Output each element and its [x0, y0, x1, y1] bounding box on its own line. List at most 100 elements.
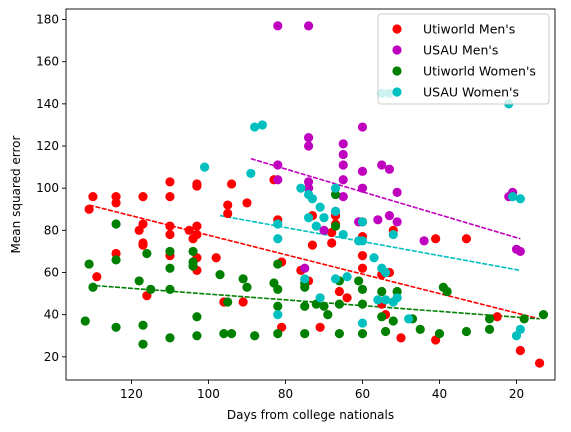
data-point	[211, 253, 221, 263]
data-point	[80, 316, 90, 326]
data-point	[250, 122, 260, 132]
data-point	[388, 316, 398, 326]
legend-marker	[392, 87, 402, 97]
data-point	[315, 322, 325, 332]
data-point	[111, 255, 121, 265]
data-point	[392, 187, 402, 197]
data-point	[138, 219, 148, 229]
data-point	[92, 272, 102, 282]
data-point	[303, 213, 314, 223]
legend-label: Utiworld Women's	[423, 64, 536, 79]
data-point	[238, 297, 248, 307]
data-point	[508, 192, 518, 202]
data-point	[357, 122, 368, 132]
axis-ticks: 120 100 80 60 40 20 20 40 60 80 100 120 140 160 180	[36, 13, 524, 401]
legend-label: USAU Men's	[423, 43, 498, 58]
data-point	[434, 329, 445, 339]
x-tick-label: 40	[432, 387, 447, 401]
data-point	[342, 272, 352, 282]
data-point	[311, 221, 321, 231]
data-point	[338, 160, 348, 170]
data-point	[226, 179, 237, 189]
data-point	[515, 246, 525, 257]
data-point	[273, 259, 283, 269]
y-tick-label: 140	[36, 97, 59, 111]
data-point	[273, 175, 283, 185]
data-point	[273, 160, 283, 170]
data-point	[380, 326, 391, 337]
legend-box	[377, 13, 550, 105]
data-point	[192, 179, 202, 189]
trend-line-3	[219, 214, 521, 272]
y-tick-label: 100	[36, 181, 59, 195]
data-point	[415, 324, 425, 335]
data-point	[519, 314, 529, 324]
data-point	[296, 183, 306, 193]
data-point	[373, 295, 383, 305]
data-point	[242, 198, 252, 208]
trend-line-1	[250, 157, 521, 240]
data-point	[257, 120, 267, 130]
data-point	[165, 177, 175, 187]
data-point	[184, 225, 194, 235]
data-point	[392, 286, 402, 297]
data-point	[165, 263, 175, 273]
trend-line-0	[88, 204, 540, 320]
data-point	[384, 164, 395, 174]
data-point	[330, 221, 341, 231]
x-tick-label: 60	[355, 387, 370, 401]
data-point	[330, 206, 341, 216]
legend-marker	[392, 66, 402, 76]
y-tick-label: 120	[36, 139, 59, 153]
data-point	[273, 219, 283, 229]
data-point	[373, 215, 383, 225]
data-point	[165, 192, 175, 202]
data-point	[338, 229, 348, 240]
data-point	[303, 132, 314, 143]
data-point	[338, 149, 348, 160]
data-point	[319, 213, 329, 223]
data-point	[84, 204, 94, 214]
y-tick-label: 60	[44, 265, 59, 279]
data-point	[188, 246, 198, 257]
plot-frame	[65, 8, 556, 381]
data-point	[461, 234, 472, 244]
data-points	[80, 21, 549, 368]
data-point	[327, 238, 337, 248]
data-point	[300, 301, 310, 311]
data-point	[357, 263, 368, 273]
data-point	[303, 177, 314, 187]
data-point	[338, 139, 348, 149]
data-point	[357, 284, 368, 294]
data-point	[315, 293, 325, 303]
data-point	[303, 141, 314, 151]
y-tick-label: 20	[44, 350, 59, 364]
data-point	[192, 312, 202, 322]
data-point	[307, 194, 318, 204]
data-point	[165, 333, 175, 343]
data-point	[300, 282, 310, 292]
data-point	[111, 192, 121, 202]
data-point	[88, 282, 98, 292]
y-axis-label: Mean squared error	[9, 135, 23, 253]
data-point	[404, 314, 414, 324]
data-point	[515, 345, 525, 356]
data-point	[138, 339, 148, 349]
data-point	[384, 210, 395, 221]
data-point	[392, 293, 402, 303]
data-point	[377, 312, 387, 322]
data-point	[192, 229, 202, 240]
x-axis-label: Days from college nationals	[227, 408, 394, 422]
data-point	[377, 160, 387, 170]
data-point	[219, 329, 229, 339]
data-point	[484, 314, 495, 324]
legend: Utiworld Men's USAU Men's Utiworld Women's…	[377, 13, 550, 105]
legend-marker	[392, 24, 402, 34]
data-point	[111, 322, 121, 332]
data-point	[515, 194, 525, 204]
y-tick-label: 160	[36, 55, 59, 69]
data-point	[242, 282, 252, 292]
legend-label: USAU Women's	[423, 85, 519, 100]
data-point	[223, 208, 233, 219]
